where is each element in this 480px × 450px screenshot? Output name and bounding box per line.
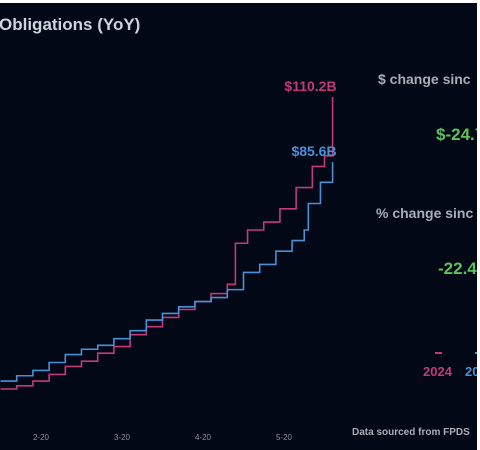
series-line-2024 bbox=[0, 96, 334, 390]
legend-item-2024: 2024 bbox=[423, 352, 452, 379]
chart-title: Obligations (YoY) bbox=[0, 15, 141, 34]
dollar-change-label: $ change sinc bbox=[378, 71, 471, 87]
percent-change-label: % change sinc bbox=[376, 205, 474, 221]
legend-swatch-2023 bbox=[475, 352, 477, 354]
legend-swatch-2024 bbox=[435, 352, 442, 354]
line-chart: 2-20 3-20 4-20 5-20 $110.2B $85.6B bbox=[0, 78, 337, 442]
data-source-note: Data sourced from FPDS bbox=[352, 427, 470, 438]
percent-change-value: -22.4 bbox=[438, 259, 477, 278]
series-end-label-2023: $85.6B bbox=[291, 143, 336, 159]
series-end-label-2024: $110.2B bbox=[284, 78, 336, 94]
legend-item-2023: 20 bbox=[465, 352, 477, 379]
x-tick-label: 5-20 bbox=[276, 433, 293, 442]
x-tick-label: 4-20 bbox=[195, 433, 212, 442]
x-tick-label: 2-20 bbox=[33, 433, 50, 442]
legend-label-2023: 20 bbox=[465, 364, 477, 379]
chart-panel: Obligations (YoY) 2-20 3-20 4-20 5-20 $110.2… bbox=[0, 3, 477, 450]
dollar-change-value: $-24.7 bbox=[436, 125, 477, 144]
x-tick-label: 3-20 bbox=[114, 433, 131, 442]
legend-label-2024: 2024 bbox=[423, 364, 452, 379]
series-line-2023 bbox=[0, 162, 334, 382]
